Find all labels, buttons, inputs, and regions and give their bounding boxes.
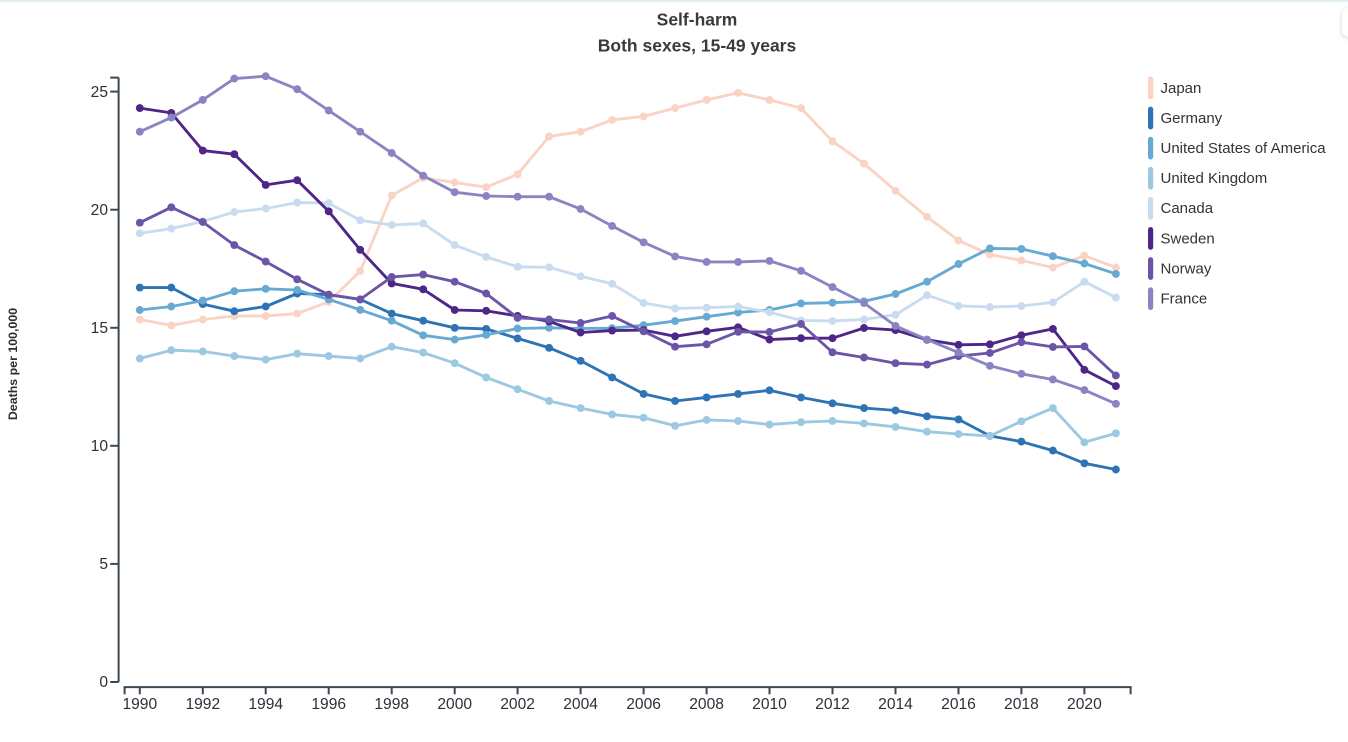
svg-text:15: 15 [91,320,109,337]
svg-text:Both sexes, 15-49 years: Both sexes, 15-49 years [598,36,797,56]
svg-text:1996: 1996 [311,696,346,713]
svg-text:2020: 2020 [1067,696,1102,713]
svg-text:Japan: Japan [1161,80,1202,97]
svg-text:Sweden: Sweden [1161,230,1215,247]
svg-text:1998: 1998 [374,696,409,713]
svg-text:25: 25 [91,84,109,101]
svg-text:10: 10 [91,438,109,455]
svg-text:2004: 2004 [563,696,598,713]
svg-text:20: 20 [91,202,109,219]
svg-text:Deaths per 100,000: Deaths per 100,000 [6,308,20,420]
svg-text:United Kingdom: United Kingdom [1161,170,1268,187]
svg-text:2010: 2010 [752,696,787,713]
svg-text:1994: 1994 [248,696,283,713]
svg-text:2002: 2002 [500,696,535,713]
svg-text:2012: 2012 [815,696,850,713]
svg-text:2006: 2006 [626,696,661,713]
svg-text:Canada: Canada [1161,200,1214,217]
svg-text:United States of America: United States of America [1161,140,1327,157]
svg-text:1990: 1990 [122,696,157,713]
svg-text:2016: 2016 [941,696,976,713]
svg-text:2008: 2008 [689,696,724,713]
svg-text:2000: 2000 [437,696,472,713]
svg-text:0: 0 [99,674,108,691]
svg-text:France: France [1161,291,1208,308]
svg-text:5: 5 [99,556,108,573]
svg-text:2014: 2014 [878,696,913,713]
svg-text:Self-harm: Self-harm [657,9,738,29]
svg-text:2018: 2018 [1004,696,1039,713]
svg-text:Norway: Norway [1161,260,1212,277]
svg-text:1992: 1992 [185,696,220,713]
svg-text:Germany: Germany [1161,110,1223,127]
